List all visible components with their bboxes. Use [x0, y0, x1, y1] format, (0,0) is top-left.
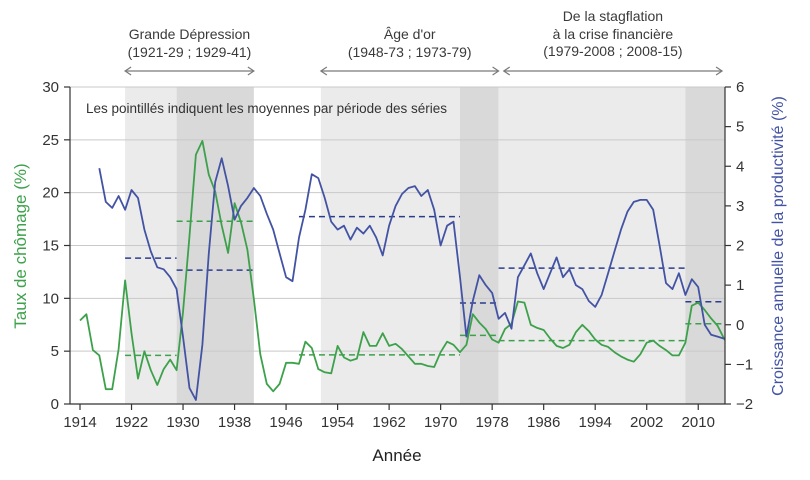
y-tick-label-left: 20	[42, 185, 59, 202]
productivity-line	[98, 157, 725, 401]
y-axis-title-left: Taux de chômage (%)	[11, 163, 30, 329]
period-annotation-line: à la crise financière	[552, 25, 674, 42]
unemployment-line	[79, 140, 725, 393]
y-tick-label-right: 4	[736, 158, 744, 175]
x-tick-label: 1954	[321, 414, 354, 431]
arrowhead-right-icon	[492, 66, 500, 76]
period-annotation-line: (1921-29 ; 1929-41)	[127, 43, 252, 60]
period-annotation-line: Grande Dépression	[128, 26, 251, 42]
y-tick-label-left: 10	[42, 290, 59, 307]
chart-note: Les pointillés indiquent les moyennes pa…	[86, 101, 447, 116]
period-annotation-line: (1948-73 ; 1973-79)	[347, 43, 472, 60]
x-tick-label: 1970	[424, 414, 457, 431]
period-annotation: De la stagflation à la crise financière (1…	[543, 8, 682, 61]
arrowhead-left-icon	[319, 66, 328, 76]
x-tick-label: 2002	[630, 414, 663, 431]
period-annotation-line: Âge d'or	[383, 26, 436, 42]
y-axis-title-right: Croissance annuelle de la productivité (…	[770, 96, 787, 396]
x-tick-label: 1994	[579, 414, 612, 431]
x-tick-label: 1930	[166, 414, 199, 431]
y-tick-label-right: −2	[736, 396, 753, 413]
period-annotation-line: (1979-2008 ; 2008-15)	[543, 43, 683, 59]
y-tick-label-right: 6	[736, 79, 744, 96]
y-tick-label-left: 15	[42, 238, 59, 255]
y-tick-label-right: 0	[736, 317, 744, 334]
x-tick-label: 1922	[115, 414, 148, 431]
y-tick-label-left: 30	[42, 79, 59, 96]
period-annotation-line: De la stagflation	[562, 8, 664, 24]
y-tick-label-right: 1	[736, 277, 744, 294]
arrowhead-left-icon	[502, 66, 511, 76]
y-tick-label-right: −1	[736, 356, 753, 373]
arrowhead-right-icon	[247, 66, 255, 76]
y-tick-label-right: 5	[736, 119, 744, 136]
y-tick-label-left: 0	[51, 396, 59, 413]
period-annotation: Grande Dépression (1921-29 ; 1929-41)	[128, 26, 252, 61]
x-axis-title: Année	[372, 446, 422, 465]
x-tick-label: 2010	[682, 414, 715, 431]
x-tick-label: 1946	[269, 414, 302, 431]
y-tick-label-right: 2	[736, 238, 744, 255]
y-tick-label-left: 5	[51, 343, 59, 360]
y-tick-label-right: 3	[736, 198, 744, 215]
x-tick-label: 1986	[527, 414, 560, 431]
x-tick-label: 1978	[475, 414, 508, 431]
arrowhead-left-icon	[123, 66, 132, 76]
x-tick-label: 1914	[63, 414, 96, 431]
y-tick-label-left: 25	[42, 132, 59, 149]
x-tick-label: 1938	[218, 414, 251, 431]
arrowhead-right-icon	[715, 66, 724, 76]
x-tick-label: 1962	[372, 414, 405, 431]
period-annotation: Âge d'or (1948-73 ; 1973-79)	[348, 26, 472, 61]
